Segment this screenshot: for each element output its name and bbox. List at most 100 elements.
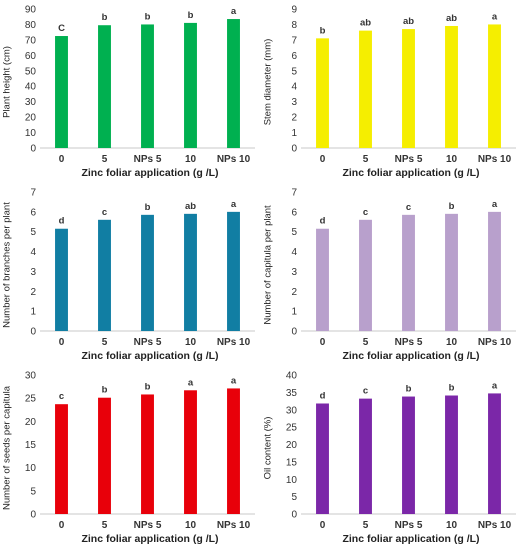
y-tick-label: 1: [291, 307, 297, 318]
bar-nps-5: [141, 24, 154, 149]
y-tick-label: 3: [291, 267, 297, 278]
x-tick-label: NPs 10: [478, 337, 512, 348]
x-tick-label: NPs 10: [478, 154, 512, 165]
significance-letter: d: [320, 216, 326, 227]
x-tick-label: NPs 10: [217, 337, 251, 348]
y-tick-label: 0: [291, 327, 297, 338]
y-tick-label: 4: [30, 247, 36, 258]
y-tick-label: 20: [25, 417, 37, 428]
x-tick-label: 10: [185, 154, 197, 165]
y-tick-label: 1: [291, 128, 297, 139]
y-tick-label: 15: [25, 440, 37, 451]
y-tick-label: 7: [30, 188, 36, 199]
significance-letter: d: [320, 390, 326, 401]
bar-nps-10: [227, 19, 240, 148]
bar-0: [55, 404, 68, 514]
y-tick-label: 2: [291, 113, 297, 124]
y-tick-label: 25: [286, 423, 298, 434]
y-tick-label: 0: [291, 144, 297, 155]
x-tick-label: 5: [102, 337, 108, 348]
bar-nps-5: [402, 396, 415, 514]
significance-letter: c: [406, 202, 411, 213]
x-tick-label: 0: [320, 154, 326, 165]
y-tick-label: 4: [291, 82, 297, 93]
bar-5: [359, 219, 372, 331]
bar-5: [98, 219, 111, 331]
significance-letter: c: [363, 207, 368, 218]
bar-10: [184, 390, 197, 514]
y-tick-label: 50: [25, 66, 37, 77]
significance-letter: a: [231, 375, 237, 386]
x-axis-title: Zinc foliar application (g /L): [81, 350, 219, 362]
significance-letter: b: [145, 381, 151, 392]
chart-panel-2: Stem diameter (mm) Zinc foliar applicatio…: [261, 2, 521, 185]
y-tick-label: 10: [25, 463, 37, 474]
y-tick-label: 10: [25, 128, 37, 139]
significance-letter: c: [363, 386, 368, 397]
y-tick-label: 8: [291, 20, 297, 31]
plot-area-oil-content: 0 5 10 15 20 25 30 35 40 d 0 c 5 b NPs 5 b 10 a NPs 10: [286, 371, 516, 531]
significance-letter: b: [320, 25, 326, 36]
significance-letter: b: [406, 384, 412, 395]
plot-area-number-of-seeds-per-capitula: 0 5 10 15 20 25 30 c 0 b 5 b NPs 5 a 10 a NPs 10: [25, 371, 255, 531]
y-tick-label: 6: [291, 51, 297, 62]
y-tick-label: 90: [25, 5, 37, 16]
x-tick-label: NPs 5: [395, 337, 423, 348]
bar-10: [445, 395, 458, 514]
y-tick-label: 60: [25, 51, 37, 62]
significance-letter: b: [449, 201, 455, 212]
x-tick-label: NPs 10: [217, 520, 251, 531]
chart-panel-1: Plant height (cm) Zinc foliar application…: [0, 2, 260, 185]
y-tick-label: 15: [286, 457, 298, 468]
y-tick-label: 7: [291, 35, 297, 46]
bar-5: [98, 25, 111, 148]
y-tick-label: 5: [291, 66, 297, 77]
y-tick-label: 2: [291, 287, 297, 298]
bar-0: [316, 403, 329, 514]
significance-letter: c: [59, 391, 64, 402]
y-tick-label: 5: [30, 227, 36, 238]
x-tick-label: 5: [363, 520, 369, 531]
x-tick-label: 5: [102, 520, 108, 531]
x-tick-label: 0: [59, 337, 65, 348]
x-tick-label: NPs 5: [134, 520, 162, 531]
bar-10: [184, 213, 197, 331]
x-tick-label: NPs 5: [395, 154, 423, 165]
significance-letter: b: [449, 383, 455, 394]
bar-0: [316, 38, 329, 148]
x-tick-label: 10: [446, 520, 458, 531]
x-axis-title: Zinc foliar application (g /L): [342, 350, 480, 362]
x-tick-label: NPs 5: [395, 520, 423, 531]
y-tick-label: 5: [30, 486, 36, 497]
y-tick-label: 7: [291, 188, 297, 199]
x-tick-label: 10: [446, 154, 458, 165]
y-tick-label: 2: [30, 287, 36, 298]
y-tick-label: 70: [25, 35, 37, 46]
significance-letter: a: [492, 199, 498, 210]
bar-0: [55, 228, 68, 331]
y-tick-label: 30: [286, 405, 298, 416]
x-tick-label: 10: [185, 520, 197, 531]
x-tick-label: 5: [363, 154, 369, 165]
x-tick-label: 0: [320, 520, 326, 531]
plot-area-stem-diameter-mm: 0 1 2 3 4 5 6 7 8 9 b 0 ab 5 ab NPs 5 ab 10 a NPs 10: [291, 5, 516, 165]
y-tick-label: 30: [25, 371, 37, 382]
bar-5: [359, 398, 372, 514]
x-tick-label: NPs 10: [478, 520, 512, 531]
bar-nps-5: [141, 394, 154, 514]
bar-nps-10: [227, 211, 240, 331]
bar-0: [316, 228, 329, 331]
x-tick-label: 0: [59, 520, 65, 531]
bar-0: [55, 36, 68, 148]
x-tick-label: 10: [185, 337, 197, 348]
y-tick-label: 0: [30, 510, 36, 521]
bar-nps-5: [402, 214, 415, 331]
y-tick-label: 6: [291, 207, 297, 218]
y-tick-label: 10: [286, 475, 298, 486]
x-tick-label: NPs 5: [134, 337, 162, 348]
x-tick-label: 5: [363, 337, 369, 348]
chart-panel-4: Number of capitula per plant Zinc foliar …: [261, 185, 521, 368]
y-tick-label: 35: [286, 388, 298, 399]
x-tick-label: 5: [102, 154, 108, 165]
x-tick-label: 10: [446, 337, 458, 348]
